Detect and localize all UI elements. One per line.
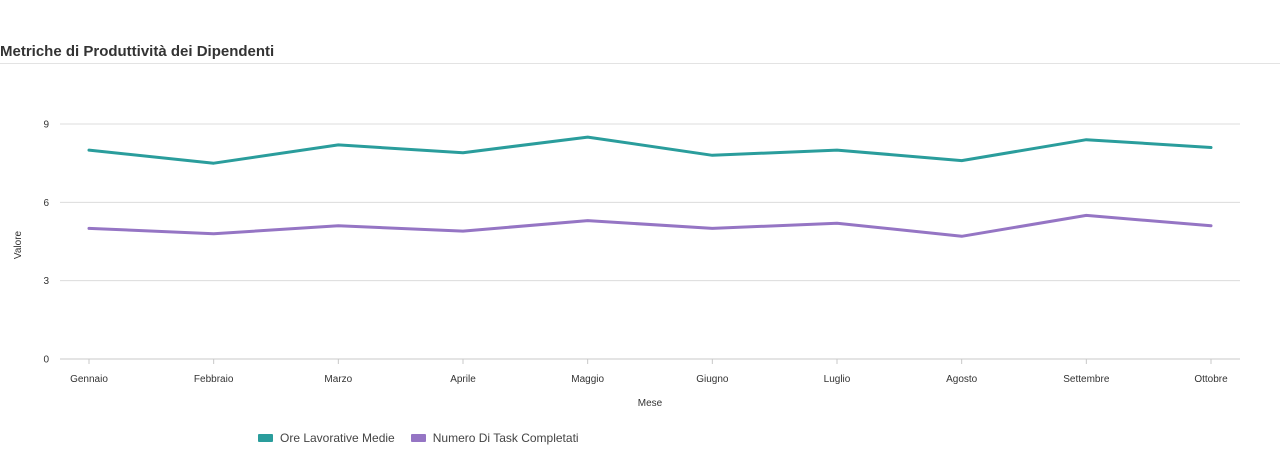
series-line-0[interactable] (87, 135, 1213, 165)
legend-swatch-ore-lavorative (258, 434, 273, 442)
y-axis-ticks: 0 3 6 9 (43, 120, 49, 366)
legend-swatch-task-completati (410, 434, 426, 442)
legend-label-ore-lavorative: Ore Lavorative Medie (280, 431, 395, 445)
legend-label-task-completati: Numero Di Task Completati (432, 431, 579, 445)
y-tick-label: 6 (43, 198, 49, 209)
x-axis-title: Mese (638, 398, 663, 409)
grid-lines (60, 123, 1240, 282)
x-tick-label: Giugno (696, 374, 729, 385)
x-tick-label: Febbraio (194, 374, 234, 385)
chart-title: Metriche di Produttività dei Dipendenti (0, 43, 275, 60)
x-tick-label: Marzo (324, 374, 352, 385)
legend-item-ore-lavorative[interactable]: Ore Lavorative Medie (258, 431, 395, 445)
legend-item-task-completati[interactable]: Numero Di Task Completati (410, 431, 579, 445)
x-tick-label: Ottobre (1194, 374, 1228, 385)
y-tick-label: 3 (43, 276, 49, 287)
y-tick-label: 9 (43, 120, 49, 131)
y-tick-label: 0 (43, 355, 49, 366)
x-axis-ticks: Gennaio Febbraio Marzo Aprile Maggio Giugno Lu… (70, 359, 1228, 385)
series-line-1[interactable] (87, 213, 1213, 238)
title-divider (0, 63, 1280, 64)
x-tick-label: Settembre (1063, 374, 1110, 385)
legend: Ore Lavorative Medie Numero Di Task Comp… (258, 431, 579, 445)
x-tick-label: Aprile (450, 374, 476, 385)
x-tick-label: Gennaio (70, 374, 108, 385)
x-tick-label: Maggio (571, 374, 604, 385)
x-tick-label: Luglio (824, 374, 851, 385)
series-lines (87, 135, 1213, 238)
x-tick-label: Agosto (946, 374, 978, 385)
y-axis-title: Valore (13, 230, 24, 259)
